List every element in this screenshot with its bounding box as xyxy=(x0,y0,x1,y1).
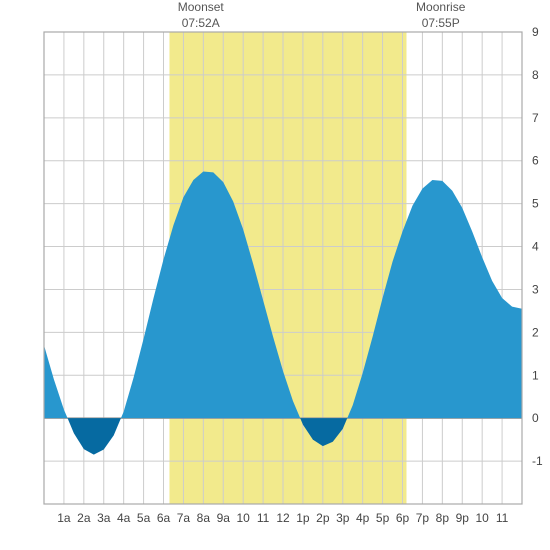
x-tick-label: 6p xyxy=(396,511,410,525)
y-tick-label: 6 xyxy=(532,154,539,168)
x-tick-label: 5a xyxy=(137,511,151,525)
x-tick-label: 4a xyxy=(117,511,131,525)
x-tick-label: 8p xyxy=(436,511,450,525)
x-tick-label: 10 xyxy=(475,511,489,525)
y-tick-label: -1 xyxy=(532,454,543,468)
moonset-annotation: Moonset07:52A xyxy=(161,0,241,31)
chart-svg: -101234567891a2a3a4a5a6a7a8a9a1011121p2p… xyxy=(0,0,550,550)
y-tick-label: 8 xyxy=(532,68,539,82)
x-tick-label: 11 xyxy=(257,511,270,525)
moonset-title: Moonset xyxy=(161,0,241,16)
y-tick-label: 3 xyxy=(532,282,539,296)
x-tick-label: 4p xyxy=(356,511,370,525)
tide-chart: -101234567891a2a3a4a5a6a7a8a9a1011121p2p… xyxy=(0,0,550,550)
y-tick-label: 4 xyxy=(532,240,539,254)
x-tick-label: 6a xyxy=(157,511,171,525)
x-tick-label: 9p xyxy=(456,511,470,525)
x-tick-label: 10 xyxy=(236,511,250,525)
x-tick-label: 5p xyxy=(376,511,390,525)
moonrise-title: Moonrise xyxy=(401,0,481,16)
x-tick-label: 7a xyxy=(177,511,191,525)
moonrise-time: 07:55P xyxy=(401,16,481,32)
x-tick-label: 3p xyxy=(336,511,350,525)
x-tick-label: 8a xyxy=(197,511,211,525)
x-tick-label: 2a xyxy=(77,511,91,525)
y-tick-label: 0 xyxy=(532,411,539,425)
x-tick-label: 12 xyxy=(276,511,290,525)
x-tick-label: 1a xyxy=(57,511,71,525)
x-tick-label: 2p xyxy=(316,511,330,525)
y-tick-label: 2 xyxy=(532,325,539,339)
x-tick-label: 1p xyxy=(296,511,310,525)
moonset-time: 07:52A xyxy=(161,16,241,32)
y-tick-label: 9 xyxy=(532,25,539,39)
x-tick-label: 9a xyxy=(217,511,231,525)
y-tick-label: 1 xyxy=(532,368,539,382)
moonrise-annotation: Moonrise07:55P xyxy=(401,0,481,31)
x-tick-label: 11 xyxy=(496,511,509,525)
x-tick-label: 7p xyxy=(416,511,430,525)
y-tick-label: 5 xyxy=(532,197,539,211)
x-tick-label: 3a xyxy=(97,511,111,525)
y-tick-label: 7 xyxy=(532,111,539,125)
